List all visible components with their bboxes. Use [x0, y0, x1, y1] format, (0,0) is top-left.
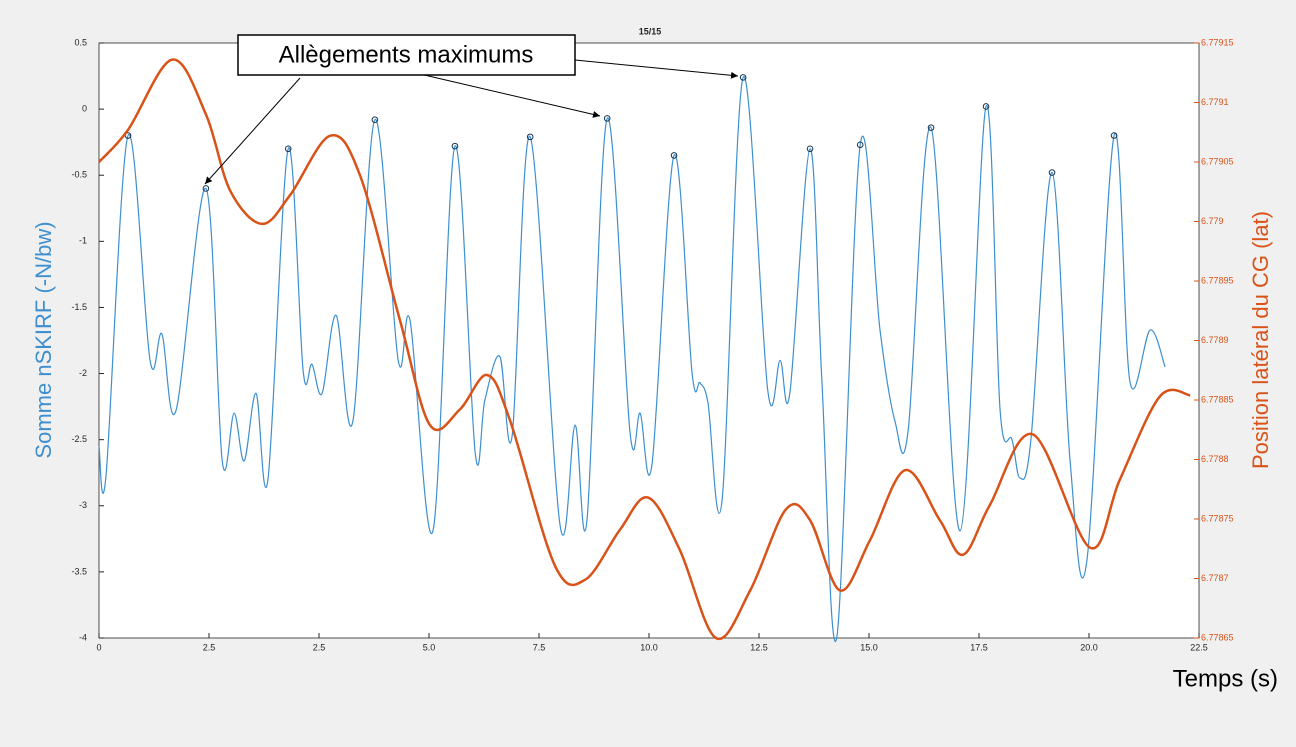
y2-tick-label: 6.7789	[1201, 335, 1229, 345]
x-tick-label: 10.0	[640, 642, 658, 652]
x-tick-label: 20.0	[1080, 642, 1098, 652]
y-tick-label: 0.5	[74, 37, 87, 47]
y2-tick-label: 6.7791	[1201, 97, 1229, 107]
x-tick-label: 7.5	[533, 642, 546, 652]
x-tick-label: 15.0	[860, 642, 878, 652]
x-tick-label: 2.5	[203, 642, 216, 652]
peak-marker	[982, 103, 990, 110]
y2-tick-label: 6.77885	[1201, 394, 1234, 404]
x-tick-label: 2.5	[313, 642, 326, 652]
chart-title: 15/15	[639, 26, 662, 36]
y2-tick-label: 6.77865	[1201, 632, 1234, 642]
peak-marker	[284, 145, 292, 153]
annotation-arrow	[574, 59, 739, 79]
annotation: Allègements maximums	[279, 41, 534, 68]
x-axis-label: Temps (s)	[1173, 665, 1278, 692]
peak-marker	[1110, 132, 1118, 139]
y-tick-label: -3.5	[71, 566, 87, 576]
plot-area	[98, 42, 1200, 639]
peak-marker	[1048, 169, 1056, 176]
annotation-arrow	[204, 77, 301, 185]
y-tick-label: 0	[82, 103, 87, 113]
y-tick-label: -4	[79, 632, 87, 642]
peak-marker	[856, 141, 864, 149]
y-tick-label: -1.5	[71, 302, 87, 312]
y2-tick-label: 6.7788	[1201, 454, 1229, 464]
x-tick-label: 12.5	[750, 642, 768, 652]
x-tick-label: 0	[96, 642, 101, 652]
y2-axis-label: Position latéral du CG (lat)	[1248, 211, 1273, 469]
peak-marker	[371, 116, 379, 123]
y-tick-label: -0.5	[71, 170, 87, 180]
y-tick-label: -2.5	[71, 434, 87, 444]
y2-tick-label: 6.77895	[1201, 275, 1234, 285]
peak-marker	[927, 124, 935, 131]
x-tick-label: 5.0	[423, 642, 436, 652]
marks	[98, 58, 1191, 642]
series-line	[98, 76, 1166, 642]
series-line	[98, 58, 1191, 641]
peak-marker	[526, 133, 534, 141]
annotation-arrow	[419, 73, 601, 118]
y-axis-label: Somme nSKIRF (-N/bw)	[31, 221, 56, 458]
peak-marker	[670, 152, 678, 159]
x-tick-label: 22.5	[1190, 642, 1208, 652]
x-tick-label: 17.5	[970, 642, 988, 652]
peak-marker	[451, 142, 459, 150]
y2-tick-label: 6.77915	[1201, 37, 1234, 47]
y-tick-label: -1	[79, 236, 87, 246]
peak-marker	[806, 145, 814, 153]
annotation-box	[237, 34, 576, 76]
y-tick-label: -3	[79, 500, 87, 510]
peak-marker	[739, 74, 747, 81]
peak-marker	[202, 185, 210, 192]
y2-tick-label: 6.77875	[1201, 513, 1234, 523]
y2-tick-label: 6.77905	[1201, 156, 1234, 166]
y-tick-label: -2	[79, 368, 87, 378]
y2-tick-label: 6.779	[1201, 216, 1224, 226]
y2-tick-label: 6.7787	[1201, 573, 1229, 583]
peak-marker	[603, 115, 611, 122]
